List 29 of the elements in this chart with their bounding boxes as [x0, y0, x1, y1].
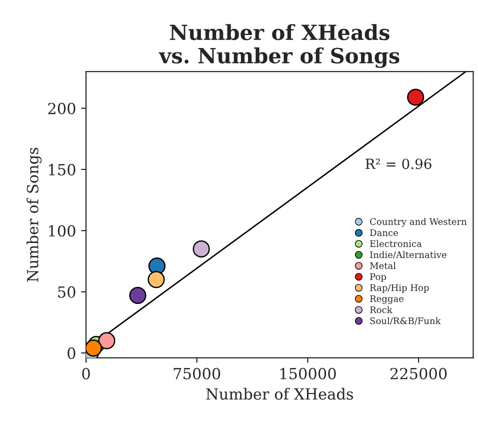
legend-label: Pop — [370, 273, 386, 282]
x-tick-label: 150000 — [280, 368, 336, 380]
x-tick-label: 75000 — [174, 368, 220, 380]
x-tick-label: 0 — [82, 368, 90, 380]
point — [98, 332, 116, 350]
legend-label: Reggae — [370, 295, 404, 304]
legend-label: Rap/Hip Hop — [370, 284, 429, 293]
x-tick-label: 225000 — [390, 368, 447, 380]
legend-label: Country and Western — [370, 218, 467, 227]
y-tick-label: 50 — [58, 286, 76, 298]
y-tick-label: 200 — [48, 102, 76, 114]
legend-label: Metal — [370, 262, 396, 270]
y-axis-title: Number of Songs — [26, 148, 42, 282]
legend-label: Electronica — [370, 240, 422, 248]
y-tick-label: 0 — [68, 347, 76, 359]
annotation: R² = 0.96 — [366, 158, 432, 170]
chart-title: Number of XHeads vs. Number of Songs — [158, 24, 400, 68]
y-tick-label: 150 — [49, 164, 76, 176]
legend-label: Soul/R&B/Funk — [370, 317, 441, 325]
x-axis-title: Number of XHeads — [206, 388, 354, 400]
point — [192, 240, 210, 258]
point — [129, 286, 146, 304]
point — [148, 271, 165, 288]
point — [86, 340, 102, 357]
y-tick-label: 100 — [49, 225, 76, 237]
point — [407, 88, 424, 106]
legend-label: Indie/Alternative — [370, 251, 446, 259]
legend-label: Dance — [370, 229, 398, 236]
legend-label: Rock — [370, 306, 392, 314]
